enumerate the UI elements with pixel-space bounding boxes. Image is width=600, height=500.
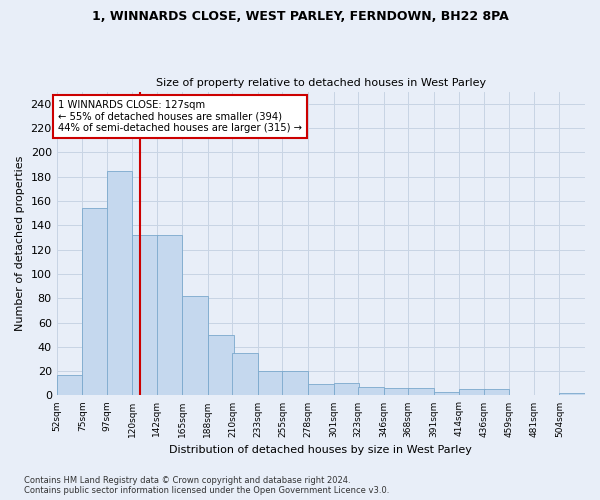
Bar bbox=[484, 390, 509, 396]
Bar bbox=[283, 371, 308, 396]
Bar bbox=[182, 296, 208, 396]
Bar bbox=[232, 353, 258, 396]
Title: Size of property relative to detached houses in West Parley: Size of property relative to detached ho… bbox=[156, 78, 486, 88]
Bar bbox=[107, 170, 133, 396]
Bar bbox=[208, 334, 233, 396]
Bar bbox=[157, 235, 182, 396]
Bar bbox=[559, 393, 585, 396]
Text: 1 WINNARDS CLOSE: 127sqm
← 55% of detached houses are smaller (394)
44% of semi-: 1 WINNARDS CLOSE: 127sqm ← 55% of detach… bbox=[58, 100, 302, 134]
Bar bbox=[82, 208, 108, 396]
Text: 1, WINNARDS CLOSE, WEST PARLEY, FERNDOWN, BH22 8PA: 1, WINNARDS CLOSE, WEST PARLEY, FERNDOWN… bbox=[92, 10, 508, 23]
Bar bbox=[334, 384, 359, 396]
Bar bbox=[408, 388, 434, 396]
Bar bbox=[358, 387, 383, 396]
Bar bbox=[133, 235, 158, 396]
Bar bbox=[308, 384, 334, 396]
Bar bbox=[258, 371, 284, 396]
Bar bbox=[434, 392, 460, 396]
X-axis label: Distribution of detached houses by size in West Parley: Distribution of detached houses by size … bbox=[169, 445, 472, 455]
Text: Contains HM Land Registry data © Crown copyright and database right 2024.
Contai: Contains HM Land Registry data © Crown c… bbox=[24, 476, 389, 495]
Y-axis label: Number of detached properties: Number of detached properties bbox=[15, 156, 25, 331]
Bar bbox=[56, 375, 82, 396]
Bar bbox=[460, 390, 485, 396]
Bar bbox=[383, 388, 409, 396]
